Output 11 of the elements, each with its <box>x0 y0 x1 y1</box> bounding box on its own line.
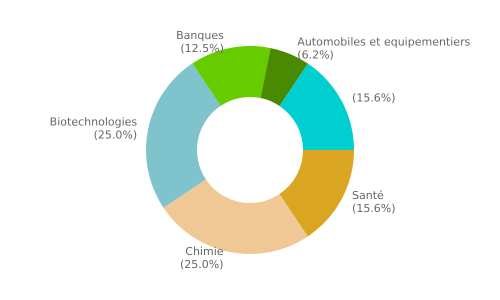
slice-label: Chimie <box>185 244 224 258</box>
slice-label: Santé <box>352 188 384 202</box>
data-label: (15.6%) <box>352 202 396 215</box>
data-label: (25.0%) <box>180 258 224 271</box>
slice-label: Automobiles et equipementiers <box>297 35 471 48</box>
data-label: (6.2%) <box>297 48 334 62</box>
slice-label: Biotechnologies <box>50 115 138 128</box>
data-label: (15.6%) <box>352 92 396 105</box>
data-label: (12.5%) <box>180 42 224 56</box>
slice-label: Banques <box>176 29 224 42</box>
data-label: (25.0%) <box>94 128 138 142</box>
